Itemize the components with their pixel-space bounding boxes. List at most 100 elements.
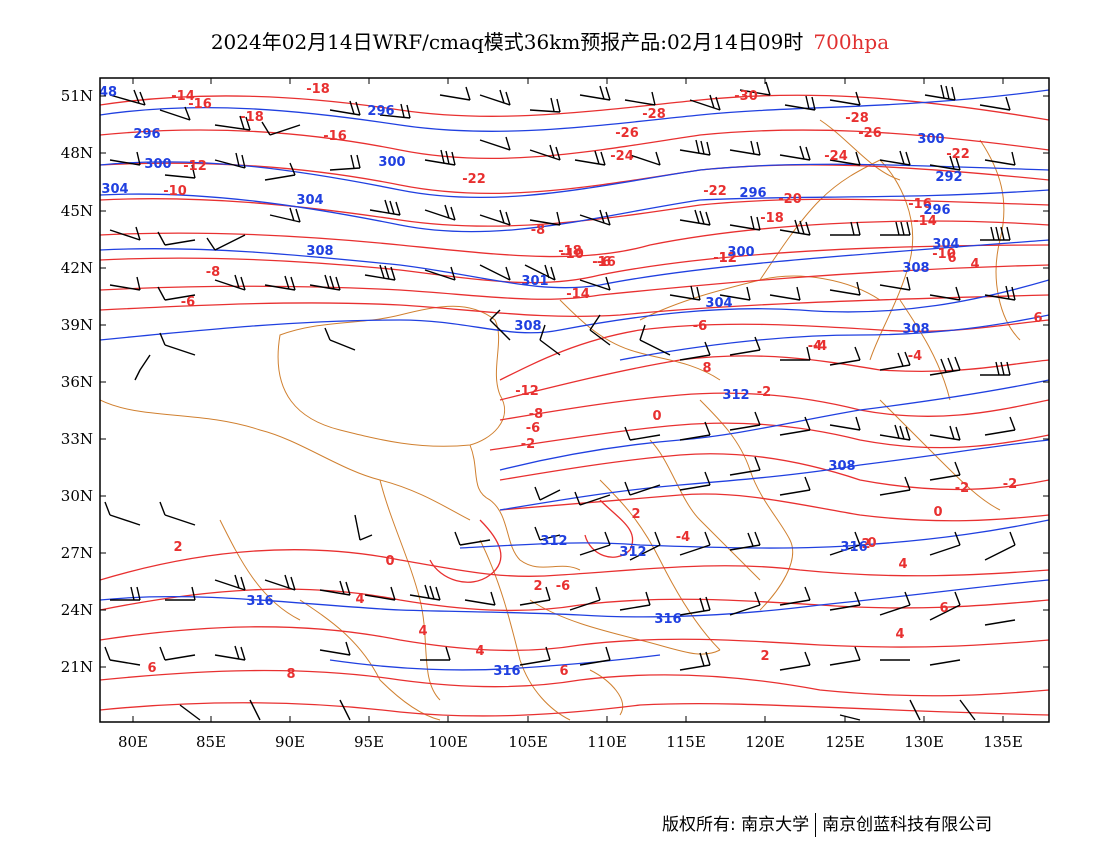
height-label: 316 [654,612,681,627]
height-label: 296 [367,104,394,119]
isotherm-label: -24 [824,149,848,164]
lat-label: 48N [61,144,93,162]
height-label: 292 [935,170,962,185]
height-label: 296 [739,186,766,201]
isotherm-label: -14 [566,287,590,302]
lat-label: 36N [61,373,93,391]
isotherm-label: -6 [693,319,707,334]
lat-label: 30N [61,487,93,505]
isotherm-label: 6 [939,601,948,616]
lat-label: 21N [61,658,93,676]
isotherm-label: -20 [778,192,802,207]
height-label: 308 [902,261,929,276]
height-labels: 4829630030430029630430830130829630030430… [100,85,963,679]
isotherm-label: -28 [845,111,869,126]
isotherm-label: -24 [610,149,634,164]
lon-label: 85E [196,733,226,751]
isotherm-label: 2 [533,579,542,594]
isotherm-label: -2 [521,437,535,452]
copyright-separator [815,813,817,837]
isotherm-label: -12 [515,384,539,399]
isotherm-label: 4 [898,557,907,572]
height-label: 304 [101,182,128,197]
isotherm-label: 0 [867,536,876,551]
isotherm-label: -18 [306,82,330,97]
isotherm-label: -4 [908,349,922,364]
title-main: 2024年02月14日WRF/cmaq模式36km预报产品:02月14日09时 [210,30,804,54]
axis-ticks [100,78,1049,722]
isotherm-label: -16 [592,255,616,270]
height-label: 301 [521,274,548,289]
lon-label: 135E [983,733,1023,751]
lat-label: 45N [61,202,93,220]
isotherm-label: -10 [932,247,956,262]
height-label: 304 [932,237,959,252]
lon-label: 95E [354,733,384,751]
isotherm-label: 8 [702,361,711,376]
temperature-labels: -14-16-18-18-16-12-10-26-28-30-24-22-22-… [147,82,1042,682]
height-label: 316 [246,594,273,609]
copyright-left: 版权所有: 南京大学 [662,815,810,835]
isotherm-label: -16 [323,129,347,144]
height-label: 300 [917,132,944,147]
lat-label: 24N [61,601,93,619]
isotherm-label: -26 [858,126,882,141]
isotherm-label: -6 [693,319,707,334]
isotherm-label: 4 [355,592,364,607]
lon-label: 90E [275,733,305,751]
isotherm-label: -12 [713,251,737,266]
height-label: 300 [378,155,405,170]
lat-label: 51N [61,87,93,105]
isotherm-label: 2 [173,540,182,555]
height-label: 308 [306,244,333,259]
lon-label: 100E [428,733,468,751]
isotherm-label: -6 [181,295,195,310]
lat-label: 39N [61,316,93,334]
isotherm-label: -8 [531,223,545,238]
copyright-right: 南京创蓝科技有限公司 [822,815,993,835]
isotherm-label: -30 [734,89,758,104]
isotherm-label: -14 [171,89,195,104]
isotherm-label: -4 [813,339,827,354]
height-label: 300 [144,157,171,172]
isotherm-label: -6 [526,421,540,436]
lon-label: 125E [825,733,865,751]
isotherm-label: 0 [652,409,661,424]
isotherm-label: 2 [631,507,640,522]
wind-barbs [104,81,1016,721]
temperature-contours [100,94,1049,717]
lon-label: 115E [666,733,706,751]
page-title: 2024年02月14日WRF/cmaq模式36km预报产品:02月14日09时 7… [0,26,1100,55]
lat-axis: 51N 48N 45N 42N 39N 36N 33N 30N 27N 24N 21N [61,87,93,676]
height-label: 308 [514,319,541,334]
height-label: 312 [619,545,646,560]
isotherm-label: 6 [1033,311,1042,326]
height-label: 300 [727,245,754,260]
isotherm-label: -10 [163,184,187,199]
isotherm-label: 6 [947,251,956,266]
isotherm-label: 4 [970,257,979,272]
isotherm-label: -4 [808,339,822,354]
isotherm-label: -28 [642,107,666,122]
title-level: 700hpa [813,30,890,54]
isotherm-label: -8 [529,407,543,422]
isotherm-label: -22 [946,147,970,162]
height-label: 296 [133,127,160,142]
isotherm-label: -2 [1003,477,1017,492]
isotherm-label: -16 [908,197,932,212]
isotherm-label: -12 [713,251,737,266]
lon-label: 80E [118,733,148,751]
height-label: 308 [902,322,929,337]
isotherm-label: 2 [760,649,769,664]
height-label: 308 [828,459,855,474]
copyright: 版权所有: 南京大学 南京创蓝科技有限公司 [662,810,992,837]
isotherm-label: -22 [703,184,727,199]
isotherm-label: 8 [286,667,295,682]
isotherm-label: -6 [597,255,611,270]
height-label: 316 [840,540,867,555]
isotherm-label: -2 [757,385,771,400]
isotherm-label: -18 [558,244,582,259]
isotherm-label: 4 [475,644,484,659]
height-label: 316 [493,664,520,679]
